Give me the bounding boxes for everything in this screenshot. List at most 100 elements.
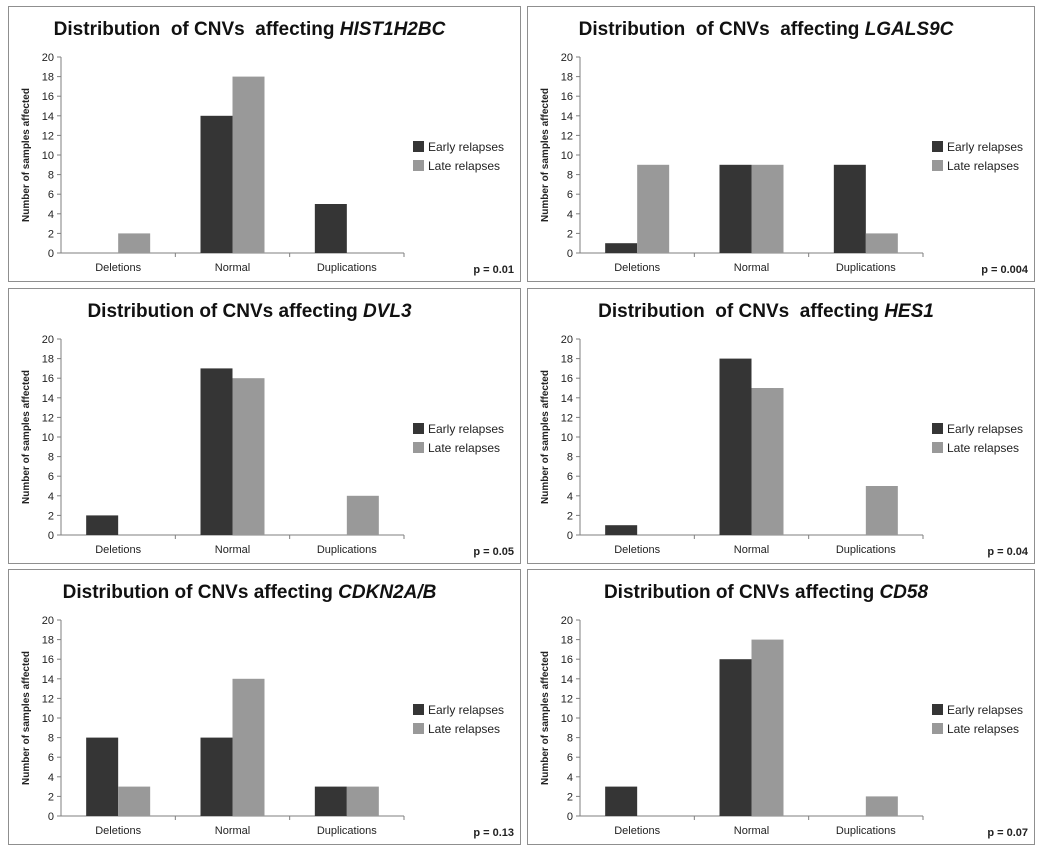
bar-early-normal <box>719 358 752 535</box>
bar-early-duplications <box>314 786 347 816</box>
y-tick-label: 18 <box>561 72 573 84</box>
y-tick-label: 12 <box>561 693 573 705</box>
p-value: p = 0.05 <box>473 546 514 558</box>
y-tick-label: 0 <box>567 811 573 823</box>
legend-swatch-late <box>932 160 943 171</box>
bar-late-deletions <box>637 164 670 253</box>
y-tick-label: 20 <box>561 334 573 346</box>
y-axis-label: Number of samples affected <box>21 88 32 222</box>
legend-swatch-early <box>932 141 943 152</box>
y-tick-label: 4 <box>567 772 573 784</box>
x-tick-label: Normal <box>215 262 250 274</box>
bar-late-normal <box>232 378 265 535</box>
x-tick-label: Duplications <box>836 825 896 837</box>
x-tick-label: Duplications <box>836 262 896 274</box>
y-tick-label: 6 <box>48 752 54 764</box>
chart-title-gene: DVL3 <box>363 301 412 322</box>
x-tick-label: Normal <box>215 544 250 556</box>
bar-early-deletions <box>86 515 119 535</box>
x-tick-label: Duplications <box>317 825 377 837</box>
y-tick-label: 6 <box>48 471 54 483</box>
y-tick-label: 20 <box>42 52 54 64</box>
chart-title-prefix: Distribution of CNVs affecting <box>54 19 340 40</box>
y-tick-label: 8 <box>48 452 54 464</box>
bar-chart: Distribution of CNVs affecting CDKN2A/B N… <box>21 582 514 839</box>
chart-title-gene: HIST1H2BC <box>340 19 446 40</box>
legend-swatch-late <box>932 442 943 453</box>
bar-chart: Distribution of CNVs affecting DVL3 Numbe… <box>21 301 514 558</box>
y-tick-label: 18 <box>561 354 573 366</box>
bar-early-deletions <box>605 243 638 253</box>
y-tick-label: 12 <box>561 130 573 142</box>
y-tick-label: 12 <box>42 130 54 142</box>
chart-title-gene: LGALS9C <box>865 19 954 40</box>
x-tick-label: Normal <box>215 825 250 837</box>
legend-swatch-early <box>932 423 943 434</box>
y-tick-label: 14 <box>561 111 573 123</box>
y-tick-label: 16 <box>42 373 54 385</box>
y-tick-label: 16 <box>561 654 573 666</box>
y-tick-label: 8 <box>48 733 54 745</box>
legend-label-early: Early relapses <box>947 140 1023 154</box>
y-tick-label: 14 <box>42 674 54 686</box>
legend-label-late: Late relapses <box>947 159 1019 173</box>
y-tick-label: 6 <box>567 189 573 201</box>
legend-label-late: Late relapses <box>428 159 500 173</box>
p-value: p = 0.01 <box>473 264 514 276</box>
p-value: p = 0.13 <box>473 827 514 839</box>
bar-early-duplications <box>314 204 347 253</box>
chart-title-prefix: Distribution of CNVs affecting <box>598 301 884 322</box>
p-value: p = 0.07 <box>987 827 1028 839</box>
y-axis-label: Number of samples affected <box>540 88 551 222</box>
legend-swatch-early <box>413 704 424 715</box>
y-tick-label: 2 <box>48 791 54 803</box>
y-tick-label: 10 <box>561 150 573 162</box>
chart-panel-dvl3: Distribution of CNVs affecting DVL3 Numbe… <box>8 288 521 564</box>
x-tick-label: Duplications <box>836 544 896 556</box>
y-tick-label: 16 <box>561 373 573 385</box>
y-tick-label: 4 <box>567 491 573 503</box>
bar-late-normal <box>751 388 784 535</box>
y-tick-label: 20 <box>42 334 54 346</box>
bar-early-deletions <box>605 525 638 535</box>
chart-title-gene: CD58 <box>879 582 928 603</box>
x-tick-label: Deletions <box>95 262 141 274</box>
y-tick-label: 10 <box>42 432 54 444</box>
y-tick-label: 12 <box>42 412 54 424</box>
y-tick-label: 18 <box>42 354 54 366</box>
chart-title: Distribution of CNVs affecting HES1 <box>598 301 934 322</box>
bar-late-duplications <box>865 796 898 816</box>
y-axis-label: Number of samples affected <box>21 651 32 785</box>
p-value: p = 0.04 <box>987 546 1029 558</box>
bar-late-deletions <box>118 233 151 253</box>
chart-title-prefix: Distribution of CNVs affecting <box>604 582 880 603</box>
x-tick-label: Normal <box>734 544 769 556</box>
bar-early-duplications <box>833 164 866 253</box>
y-tick-label: 18 <box>42 72 54 84</box>
y-tick-label: 2 <box>567 510 573 522</box>
y-tick-label: 14 <box>42 111 54 123</box>
bar-late-normal <box>751 639 784 816</box>
bar-early-normal <box>719 164 752 253</box>
y-tick-label: 16 <box>42 654 54 666</box>
y-tick-label: 14 <box>561 393 573 405</box>
chart-title: Distribution of CNVs affecting HIST1H2BC <box>54 19 446 40</box>
y-tick-label: 2 <box>48 510 54 522</box>
chart-title-gene: HES1 <box>884 301 934 322</box>
x-tick-label: Deletions <box>95 825 141 837</box>
y-tick-label: 6 <box>567 471 573 483</box>
y-tick-label: 4 <box>48 209 54 221</box>
bar-chart: Distribution of CNVs affecting HES1 Numbe… <box>540 301 1029 558</box>
y-tick-label: 4 <box>567 209 573 221</box>
chart-title-gene: CDKN2A/B <box>338 582 436 603</box>
y-tick-label: 20 <box>561 615 573 627</box>
y-axis-label: Number of samples affected <box>21 370 32 504</box>
chart-title: Distribution of CNVs affecting LGALS9C <box>579 19 954 40</box>
x-tick-label: Deletions <box>614 544 660 556</box>
bar-early-normal <box>200 737 233 816</box>
y-tick-label: 10 <box>561 432 573 444</box>
legend-label-late: Late relapses <box>947 441 1019 455</box>
y-tick-label: 14 <box>561 674 573 686</box>
y-tick-label: 12 <box>42 693 54 705</box>
bar-early-normal <box>719 659 752 816</box>
